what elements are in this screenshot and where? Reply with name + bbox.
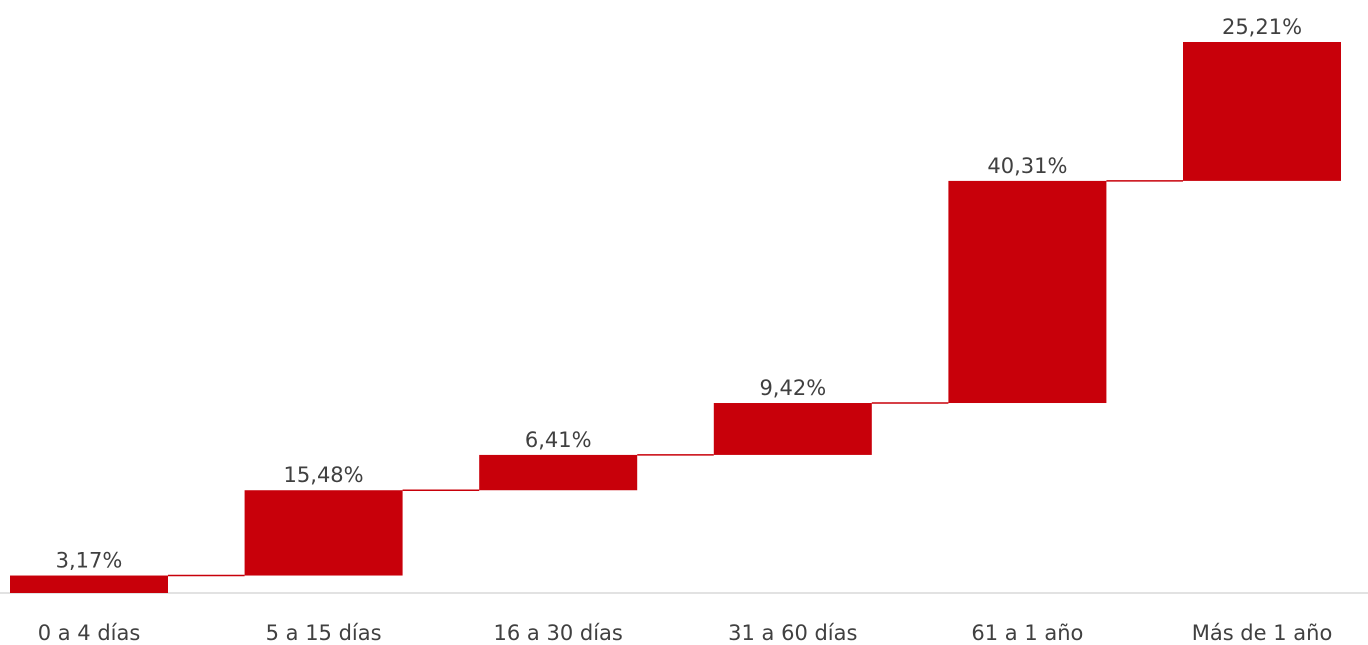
bar-2 (244, 490, 403, 576)
bar-4 (713, 403, 872, 455)
bar-3 (479, 454, 638, 491)
data-label-4: 9,42% (759, 376, 826, 400)
bar-6 (1183, 42, 1341, 181)
data-label-5: 40,31% (987, 154, 1067, 178)
data-label-6: 25,21% (1222, 15, 1302, 39)
category-label-2: 5 a 15 días (266, 621, 382, 645)
bar-5 (948, 180, 1107, 404)
category-label-6: Más de 1 año (1192, 621, 1333, 645)
data-label-1: 3,17% (56, 549, 123, 573)
bars (10, 42, 1341, 593)
data-labels: 3,17% 15,48% 6,41% 9,42% 40,31% 25,21% (56, 15, 1302, 573)
bar-1 (10, 575, 168, 593)
category-label-1: 0 a 4 días (38, 621, 141, 645)
category-label-5: 61 a 1 año (971, 621, 1083, 645)
data-label-3: 6,41% (525, 428, 592, 452)
category-label-4: 31 a 60 días (728, 621, 857, 645)
category-labels: 0 a 4 días 5 a 15 días 16 a 30 días 31 a 60… (38, 621, 1333, 645)
category-label-3: 16 a 30 días (494, 621, 623, 645)
data-label-2: 15,48% (284, 463, 364, 487)
connector-lines (168, 180, 1183, 577)
